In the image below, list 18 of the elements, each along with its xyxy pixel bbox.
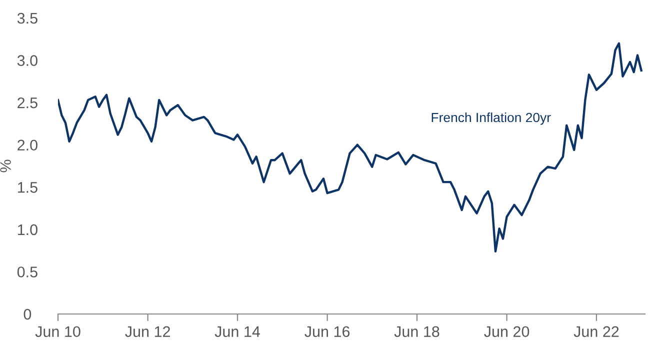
x-tick-label: Jun 16 bbox=[304, 326, 350, 338]
y-tick-label: 0 bbox=[24, 308, 32, 320]
y-tick-label: 3.5 bbox=[17, 12, 38, 24]
x-tick-label: Jun 12 bbox=[125, 326, 170, 338]
y-tick-label: 1.0 bbox=[18, 224, 38, 236]
x-tick-label: Jun 10 bbox=[35, 326, 80, 338]
y-axis-title: % bbox=[0, 160, 11, 172]
y-tick-label: 3.0 bbox=[17, 55, 38, 66]
x-tick-label: Jun 18 bbox=[394, 326, 440, 338]
y-tick-label: 2.0 bbox=[18, 140, 38, 151]
x-tick-label: Jun 14 bbox=[214, 326, 260, 338]
x-tick-label: Jun 20 bbox=[484, 326, 530, 338]
y-tick-label: 1.5 bbox=[18, 182, 38, 193]
x-tick-label: Jun 22 bbox=[574, 326, 619, 338]
y-tick-label: 0.5 bbox=[17, 266, 38, 278]
line-series bbox=[58, 42, 642, 253]
y-tick-label: 2.5 bbox=[18, 97, 38, 108]
series-label: French Inflation 20yr bbox=[432, 112, 551, 125]
